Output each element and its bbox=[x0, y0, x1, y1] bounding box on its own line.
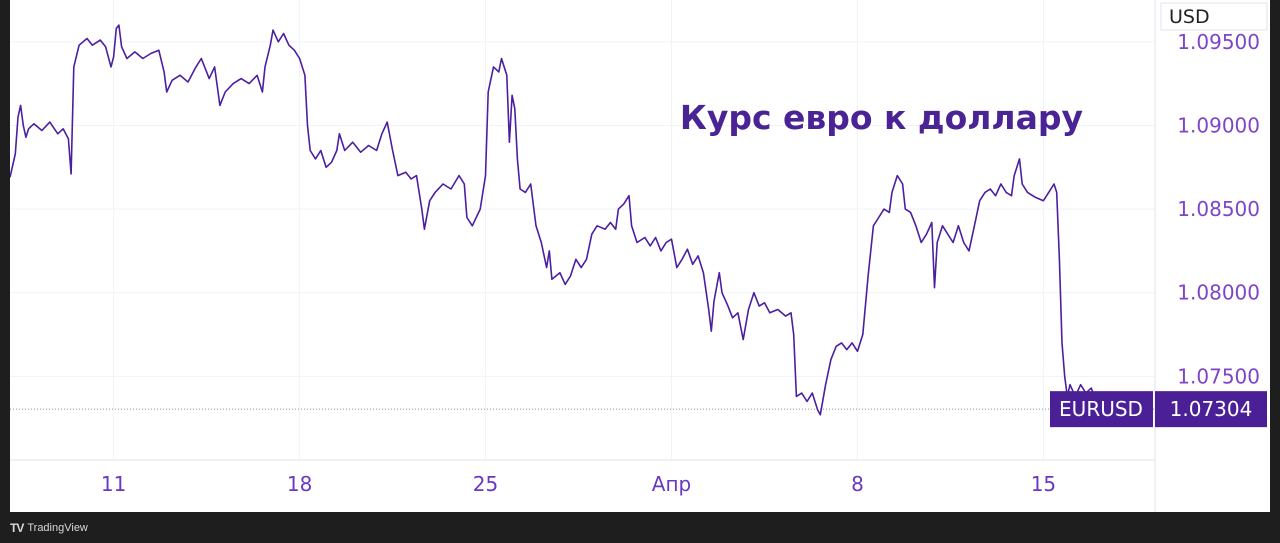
x-tick-label: 8 bbox=[851, 472, 864, 496]
y-tick-label: 1.09000 bbox=[1177, 113, 1260, 137]
brand-name[interactable]: TradingView bbox=[27, 522, 88, 534]
series-eurusd-line bbox=[10, 24, 1111, 416]
x-tick-label: 25 bbox=[473, 472, 498, 496]
currency-box[interactable] bbox=[1160, 2, 1268, 31]
currency-label: USD bbox=[1169, 6, 1210, 28]
x-tick-label: 18 bbox=[287, 472, 312, 496]
symbol-badge bbox=[1050, 391, 1153, 428]
grid bbox=[10, 0, 1155, 460]
chart-title: Курс евро к доллару bbox=[680, 98, 1083, 137]
last-price-badge: EURUSD 1.07304 bbox=[1050, 391, 1267, 428]
y-tick-label: 1.08500 bbox=[1177, 197, 1260, 221]
x-tick-label: 15 bbox=[1031, 472, 1056, 496]
last-price-value: 1.07304 bbox=[1170, 397, 1253, 421]
y-tick-label: 1.09500 bbox=[1177, 30, 1260, 54]
price-chart[interactable]: 1.09500 1.09000 1.08500 1.08000 1.07500 11 18… bbox=[10, 0, 1270, 512]
y-tick-label: 1.08000 bbox=[1177, 281, 1260, 305]
footer: TV TradingView bbox=[10, 518, 88, 538]
tradingview-logo-icon: TV bbox=[10, 521, 24, 535]
y-tick-label: 1.07500 bbox=[1177, 364, 1260, 388]
x-tick-label: Апр bbox=[652, 472, 691, 496]
x-axis: 11 18 25 Апр 8 15 bbox=[101, 472, 1056, 496]
chart-frame: 1.09500 1.09000 1.08500 1.08000 1.07500 11 18… bbox=[10, 0, 1270, 512]
x-tick-label: 11 bbox=[101, 472, 126, 496]
last-price-tag bbox=[1155, 391, 1267, 428]
symbol-label: EURUSD bbox=[1059, 397, 1143, 421]
y-axis: 1.09500 1.09000 1.08500 1.08000 1.07500 bbox=[1177, 30, 1260, 389]
